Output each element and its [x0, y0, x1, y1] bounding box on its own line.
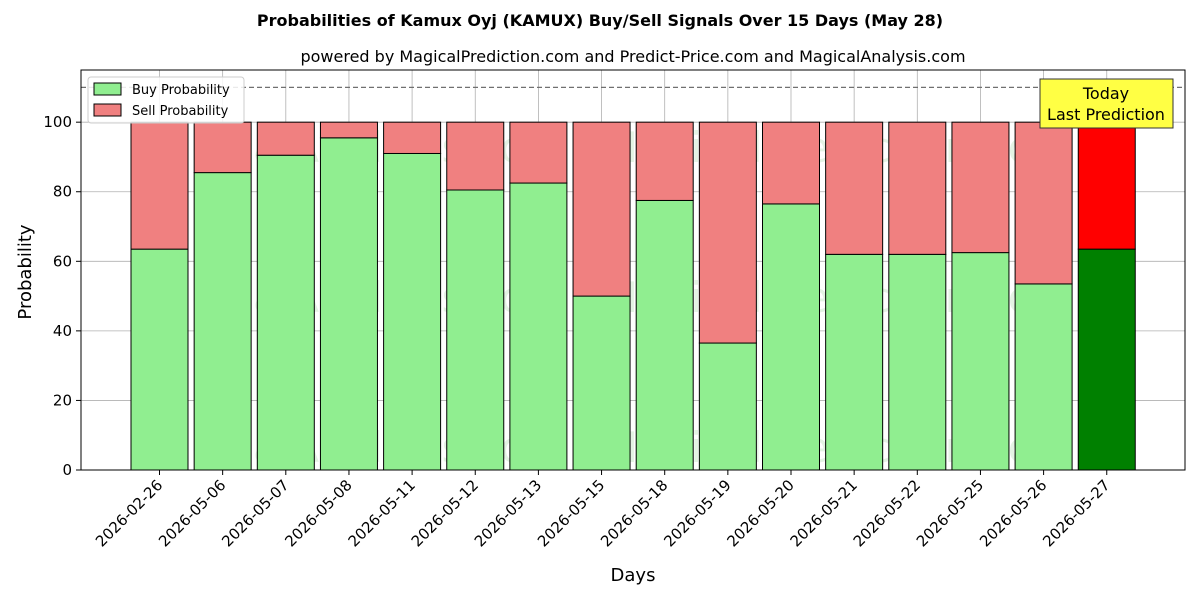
y-tick-label: 20 [53, 391, 72, 409]
bar-sell [698, 121, 757, 344]
chart-title: Probabilities of Kamux Oyj (KAMUX) Buy/S… [257, 11, 943, 30]
legend-swatch-buy [93, 82, 122, 96]
x-axis-label: Days [611, 565, 656, 586]
bar-buy [572, 295, 631, 471]
today-annotation-line2: Last Prediction [1047, 105, 1165, 124]
y-tick-label: 80 [53, 183, 72, 201]
bar-sell [825, 121, 884, 255]
y-tick-label: 0 [62, 461, 72, 479]
bar-buy [446, 189, 505, 471]
today-annotation-box [1039, 78, 1174, 129]
bar-sell [256, 121, 315, 156]
legend-swatch-sell [93, 103, 122, 117]
bar-sell [130, 121, 189, 250]
bar-sell [762, 121, 820, 205]
today-annotation-line1: Today [1082, 84, 1129, 103]
bar-buy [319, 137, 378, 471]
plot-frame [80, 69, 1186, 471]
bar-buy [509, 182, 568, 471]
bar-buy [1014, 283, 1073, 471]
legend-label-buy: Buy Probability [132, 83, 230, 98]
bar-buy [888, 253, 947, 471]
bar-sell [1014, 121, 1073, 285]
bar-sell [635, 121, 694, 201]
bar-sell [951, 121, 1010, 254]
bar-sell [509, 121, 568, 184]
bar-sell [446, 121, 505, 191]
bar-buy [951, 252, 1010, 471]
bar-buy [698, 342, 757, 471]
bar-sell [572, 121, 631, 297]
bar-buy [130, 248, 189, 471]
bar-sell [888, 121, 947, 255]
y-tick-label: 40 [53, 322, 72, 340]
bar-sell [383, 121, 442, 154]
y-axis-label: Probability [15, 224, 36, 319]
bar-buy [635, 199, 694, 471]
bar-buy [383, 152, 442, 471]
bar-buy [825, 253, 884, 471]
y-tick-label: 100 [43, 113, 72, 131]
bar-sell [319, 121, 378, 139]
bar-buy [193, 172, 252, 471]
bar-buy [256, 154, 315, 471]
y-tick-label: 60 [53, 252, 72, 270]
bar-sell [193, 121, 252, 174]
chart-subtitle: powered by MagicalPrediction.com and Pre… [300, 47, 965, 66]
bar-sell [1077, 121, 1136, 250]
legend-box [87, 76, 245, 124]
bar-buy [1077, 248, 1136, 471]
bar-buy [762, 203, 820, 471]
legend-label-sell: Sell Probability [132, 104, 229, 119]
